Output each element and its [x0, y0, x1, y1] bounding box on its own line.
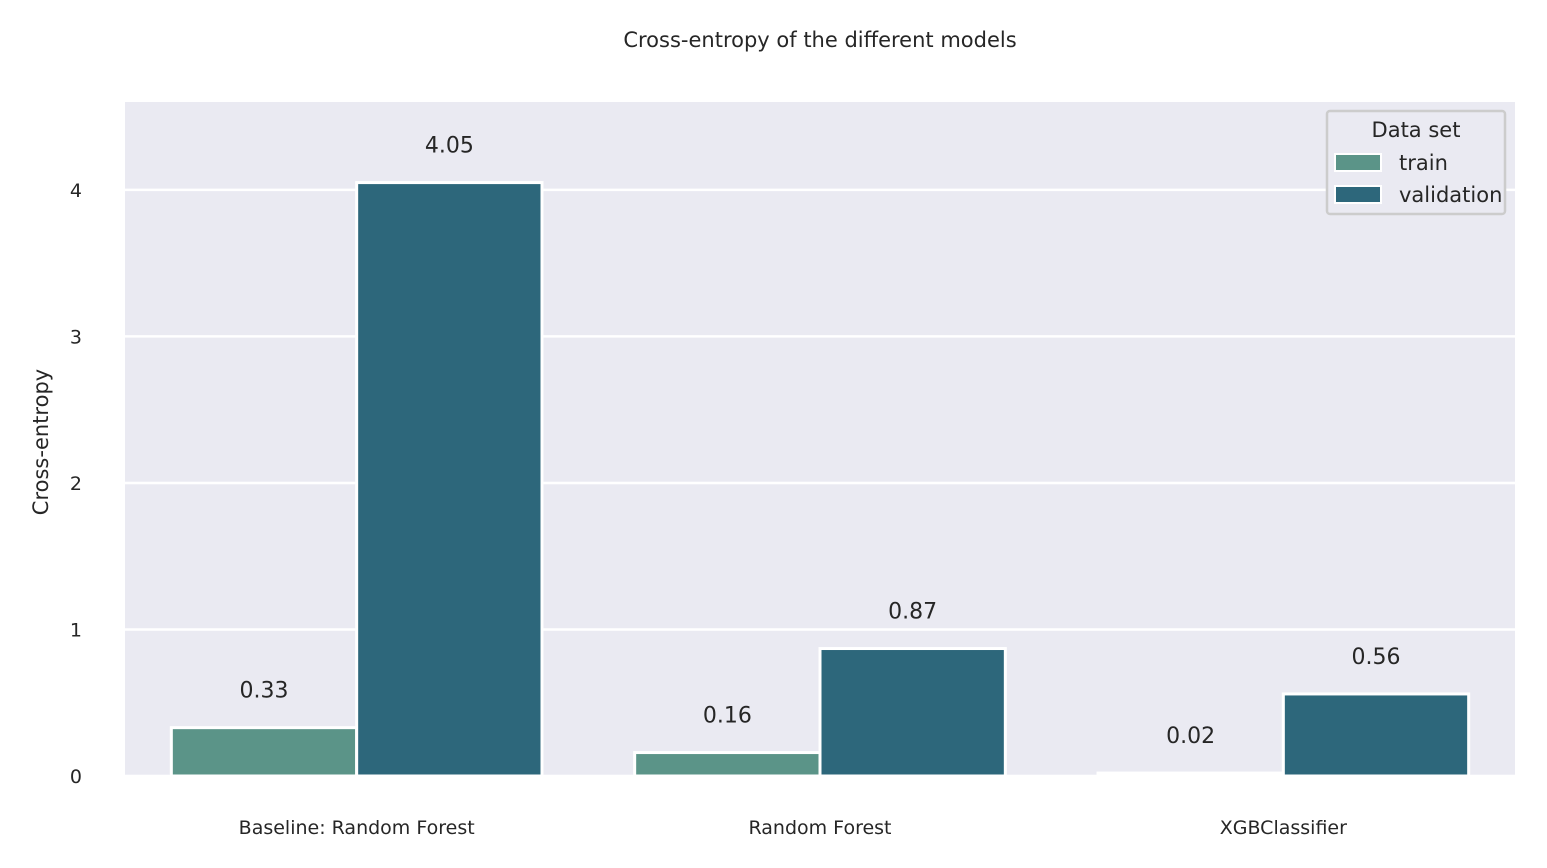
legend-title: Data set [1372, 118, 1461, 142]
chart-title: Cross-entropy of the different models [623, 28, 1016, 52]
bar-value-label: 0.87 [888, 600, 937, 625]
y-axis-label: Cross-entropy [29, 369, 53, 515]
y-tick-label: 1 [70, 619, 82, 641]
bars [169, 181, 1471, 778]
bar-validation [355, 181, 544, 778]
bar-value-label: 0.16 [703, 704, 752, 729]
bar-value-label: 4.05 [425, 134, 474, 159]
bar-value-label: 0.02 [1166, 724, 1215, 749]
y-tick-label: 0 [70, 766, 82, 788]
y-axis-ticks: 0 1 2 3 4 [70, 180, 82, 788]
bar-train [633, 751, 822, 778]
legend-swatch-validation [1334, 185, 1382, 204]
legend-label: train [1399, 151, 1448, 175]
bar-validation [818, 647, 1007, 778]
legend-label: validation [1399, 183, 1502, 207]
bar-value-label: 0.33 [240, 679, 289, 704]
bar-train [1096, 771, 1285, 778]
x-axis-ticks: Baseline: Random Forest Random Forest XGBC… [239, 817, 1347, 839]
x-tick-label: Baseline: Random Forest [239, 817, 475, 839]
x-tick-label: XGBClassifier [1220, 817, 1347, 839]
legend: Data set train validation [1325, 109, 1507, 216]
y-tick-label: 3 [70, 326, 82, 348]
bar-value-label: 0.56 [1352, 645, 1401, 670]
bar-validation [1281, 692, 1471, 778]
legend-swatch-train [1334, 153, 1382, 172]
x-tick-label: Random Forest [748, 817, 891, 839]
y-tick-label: 4 [70, 180, 82, 202]
y-tick-label: 2 [70, 473, 82, 495]
bar-train [169, 726, 359, 778]
bar-value-labels: 0.33 4.05 0.16 0.87 0.02 0.56 [240, 134, 1401, 749]
